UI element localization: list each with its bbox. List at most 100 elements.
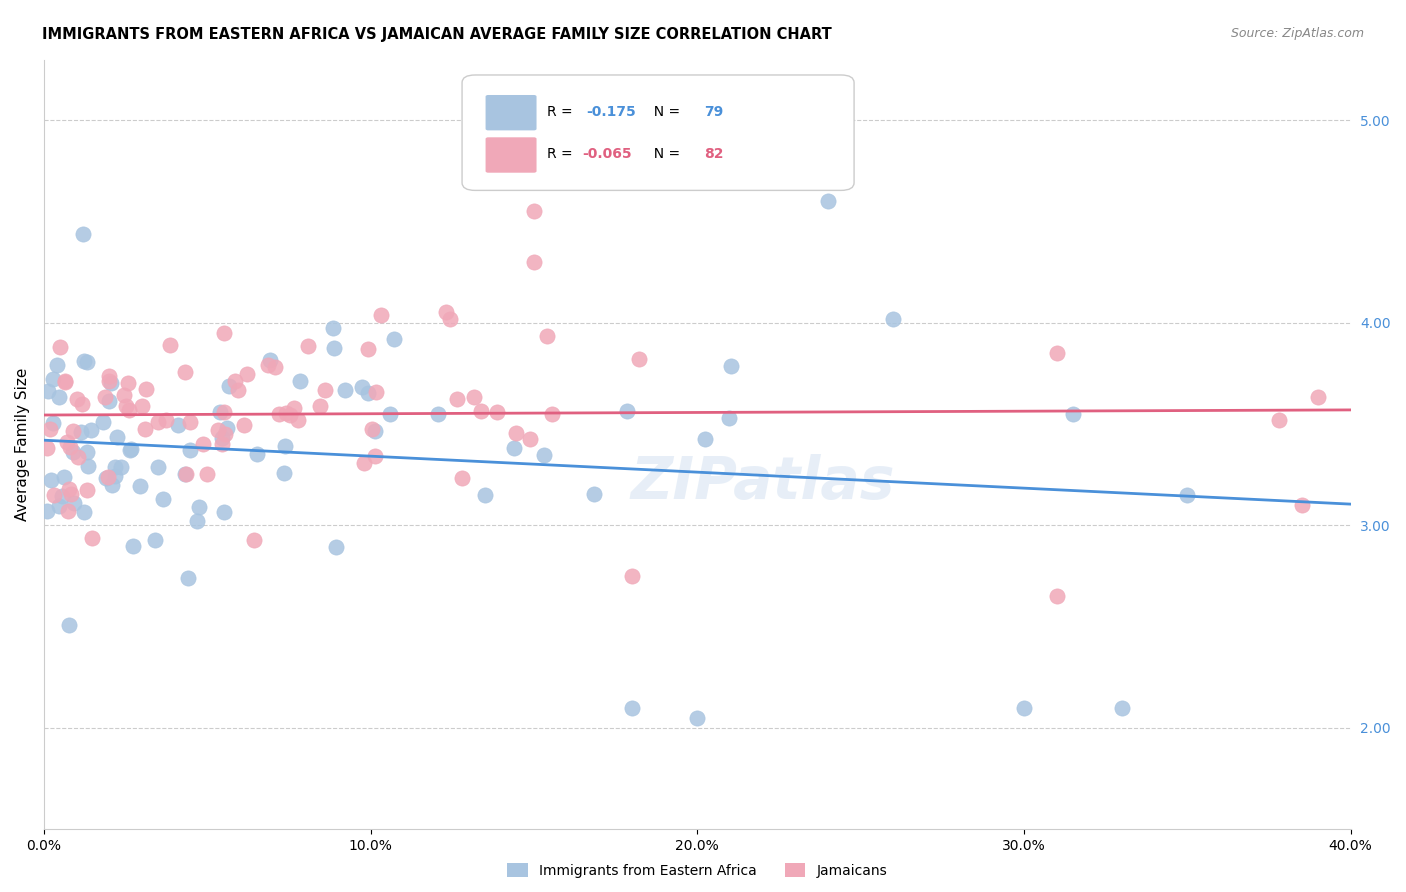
Point [370,308,392,322]
Point [143,533,166,548]
Text: 79: 79 [704,105,723,119]
Point [62,496,84,510]
Point [1046,346,1069,360]
Point [353,456,375,470]
Point [273,467,295,481]
Point [350,380,373,394]
Point [188,500,211,515]
Point [211,431,233,445]
Point [322,321,344,335]
Point [274,439,297,453]
Point [335,383,357,397]
Point [208,405,231,419]
Point [523,255,546,269]
Point [264,360,287,375]
Point [72,505,94,519]
Point [195,467,218,482]
Point [882,311,904,326]
Point [717,411,740,425]
Point [122,540,145,554]
Point [257,358,280,372]
Point [76,355,98,369]
Point [505,425,527,440]
Point [720,359,742,373]
Text: IMMIGRANTS FROM EASTERN AFRICA VS JAMAICAN AVERAGE FAMILY SIZE CORRELATION CHART: IMMIGRANTS FROM EASTERN AFRICA VS JAMAIC… [42,27,832,42]
Point [76,458,98,473]
Point [58,483,80,497]
Point [51,489,73,503]
Point [582,487,605,501]
Point [174,365,197,379]
Point [174,467,197,482]
Point [278,408,301,422]
Point [1062,407,1084,421]
Text: 82: 82 [704,147,723,161]
Point [110,460,132,475]
Point [1175,488,1198,502]
Point [212,405,235,419]
FancyBboxPatch shape [485,95,537,130]
Point [120,442,142,456]
Point [100,376,122,391]
Point [62,424,84,438]
Point [39,422,62,436]
Point [66,392,89,406]
Point [167,417,190,432]
Point [59,440,82,454]
Point [541,407,564,421]
Point [46,358,69,372]
Text: -0.065: -0.065 [582,147,631,161]
Point [267,407,290,421]
Point [1291,498,1313,512]
Point [100,478,122,492]
Point [131,399,153,413]
Point [82,531,104,545]
Point [274,407,297,421]
Point [309,399,332,413]
Point [97,394,120,409]
Point [360,422,382,436]
Point [322,341,344,355]
Point [112,388,135,402]
Point [378,407,401,421]
Legend: Immigrants from Eastern Africa, Jamaicans: Immigrants from Eastern Africa, Jamaican… [502,858,893,884]
Point [42,488,65,502]
Point [523,204,546,219]
Point [325,540,347,554]
Point [37,442,59,456]
Point [1046,589,1069,603]
Point [287,413,309,427]
Point [120,443,142,458]
Point [179,415,201,429]
Point [382,332,405,346]
Point [446,392,468,406]
Point [218,379,240,393]
Point [817,194,839,209]
Point [135,382,157,396]
Point [191,436,214,450]
Point [439,311,461,326]
Point [67,450,90,465]
Point [177,571,200,585]
Point [115,399,138,413]
Point [39,473,62,487]
Point [616,404,638,418]
Point [42,372,65,386]
Point [98,374,121,388]
Point [117,376,139,391]
Point [620,569,643,583]
Point [693,432,716,446]
Point [118,402,141,417]
Point [48,390,70,404]
Point [176,467,198,481]
Point [519,432,541,446]
Point [283,401,305,416]
Point [186,514,208,528]
Point [214,426,236,441]
FancyBboxPatch shape [485,137,537,173]
Point [94,471,117,485]
Point [288,374,311,388]
Point [1268,413,1291,427]
Point [59,487,82,501]
Point [1111,700,1133,714]
